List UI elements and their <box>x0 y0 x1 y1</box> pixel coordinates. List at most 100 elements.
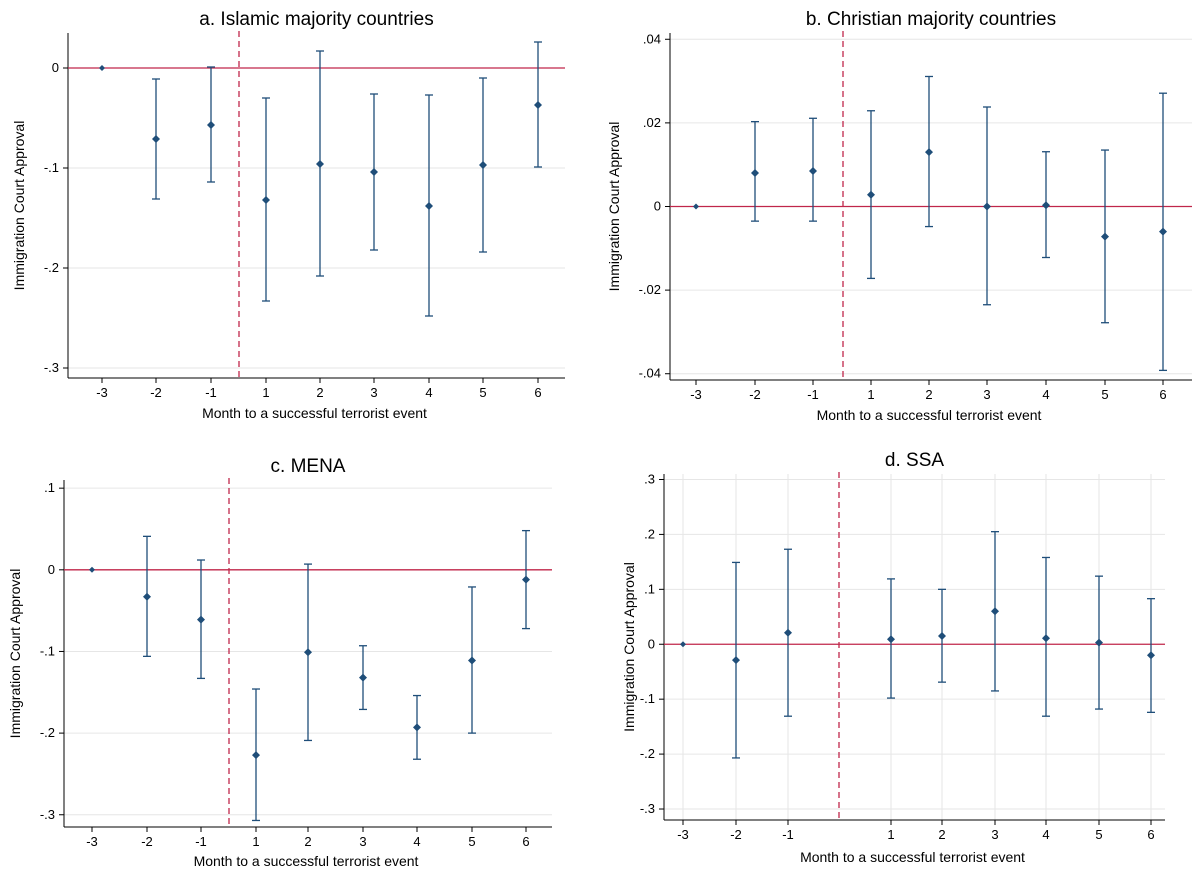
x-tick-label: 4 <box>425 385 432 400</box>
x-tick-label: 2 <box>925 387 932 402</box>
data-point <box>359 673 367 682</box>
chart-panel-1: 0 -.1 -.2 -.3 -3 -2 -1 1 2 3 4 5 6 a. Islamic majorit… <box>11 9 565 421</box>
y-tick-label: 0 <box>52 60 59 75</box>
x-tick-label: -1 <box>195 834 207 849</box>
y-tick-label: .1 <box>44 480 55 495</box>
x-axis-label: Month to a successful terrorist event <box>817 407 1042 423</box>
data-point <box>413 723 421 732</box>
data-point <box>425 202 433 210</box>
y-tick-label: -.3 <box>44 360 59 375</box>
data-point <box>693 203 699 210</box>
data-point <box>732 656 740 665</box>
data-point <box>1042 634 1050 643</box>
x-tick-label: -3 <box>96 385 108 400</box>
x-tick-label: 6 <box>1147 827 1154 842</box>
x-tick-label: -1 <box>205 385 217 400</box>
data-point <box>991 607 999 616</box>
x-tick-label: 5 <box>1095 827 1102 842</box>
data-point <box>1159 227 1167 236</box>
x-tick-label: 5 <box>479 385 486 400</box>
y-tick-label: 0 <box>48 562 55 577</box>
y-tick-label: .3 <box>644 471 655 486</box>
x-axis-label: Month to a successful terrorist event <box>202 405 427 421</box>
x-tick-label: -3 <box>677 827 689 842</box>
x-tick-label: 2 <box>304 834 311 849</box>
y-tick-label: .2 <box>644 526 655 541</box>
data-point <box>479 161 487 169</box>
x-tick-label: 2 <box>316 385 323 400</box>
x-tick-label: 1 <box>867 387 874 402</box>
data-point <box>983 202 991 211</box>
x-tick-label: 4 <box>413 834 420 849</box>
y-tick-label: .1 <box>644 581 655 596</box>
x-tick-label: 5 <box>468 834 475 849</box>
x-tick-label: 5 <box>1101 387 1108 402</box>
data-point <box>99 65 105 71</box>
chart-panel-4: .3 .2 .1 0 -.1 -.2 -.3 -3 -2 -1 1 2 3 4 5 6 d. SSA Month … <box>621 450 1165 865</box>
data-point <box>252 751 260 760</box>
y-tick-label: -.04 <box>639 366 661 381</box>
data-point <box>1147 651 1155 660</box>
x-tick-label: -3 <box>690 387 702 402</box>
x-tick-label: 3 <box>991 827 998 842</box>
data-point <box>784 628 792 637</box>
x-tick-label: 3 <box>370 385 377 400</box>
data-point <box>809 166 817 175</box>
y-tick-label: -.3 <box>40 807 55 822</box>
x-tick-label: 4 <box>1042 387 1049 402</box>
data-point <box>1095 638 1103 647</box>
data-point <box>304 648 312 657</box>
data-point <box>197 615 205 624</box>
y-axis-label: Immigration Court Approval <box>621 562 637 732</box>
x-tick-label: -2 <box>730 827 742 842</box>
x-tick-label: 4 <box>1042 827 1049 842</box>
data-point <box>262 196 270 204</box>
x-tick-label: 2 <box>938 827 945 842</box>
chart-panel-3: .1 0 -.1 -.2 -.3 -3 -2 -1 1 2 3 4 5 6 c. MENA Month to … <box>7 456 552 869</box>
y-axis-label: Immigration Court Approval <box>7 569 23 739</box>
y-tick-label: 0 <box>648 636 655 651</box>
x-axis-label: Month to a successful terrorist event <box>194 853 419 869</box>
x-tick-label: 6 <box>1159 387 1166 402</box>
data-point <box>680 641 686 648</box>
x-tick-label: 1 <box>262 385 269 400</box>
data-point <box>143 592 151 601</box>
data-point <box>207 121 215 129</box>
y-tick-label: .02 <box>643 115 661 130</box>
data-point <box>1101 232 1109 241</box>
data-point <box>522 575 530 584</box>
chart-title: b. Christian majority countries <box>806 9 1056 30</box>
x-tick-label: 1 <box>887 827 894 842</box>
data-point <box>468 656 476 665</box>
data-point <box>316 160 324 168</box>
y-axis-label: Immigration Court Approval <box>11 121 27 291</box>
x-tick-label: -1 <box>807 387 819 402</box>
y-tick-label: -.1 <box>44 160 59 175</box>
x-tick-label: 1 <box>252 834 259 849</box>
y-tick-label: -.2 <box>44 260 59 275</box>
y-axis-label: Immigration Court Approval <box>606 122 622 292</box>
y-tick-label: -.1 <box>40 643 55 658</box>
data-point <box>89 566 95 573</box>
y-tick-label: -.02 <box>639 282 661 297</box>
x-tick-label: 6 <box>522 834 529 849</box>
y-tick-label: -.2 <box>40 725 55 740</box>
x-tick-label: -2 <box>141 834 153 849</box>
chart-title: c. MENA <box>271 456 346 477</box>
chart-title: d. SSA <box>885 450 944 471</box>
x-tick-label: -2 <box>749 387 761 402</box>
x-tick-label: -3 <box>86 834 98 849</box>
data-point <box>751 169 759 178</box>
data-point <box>534 101 542 109</box>
y-tick-label: 0 <box>654 199 661 214</box>
y-tick-label: -.2 <box>640 746 655 761</box>
chart-panel-2: .04 .02 0 -.02 -.04 -3 -2 -1 1 2 3 4 5 6 b. Christian … <box>606 9 1192 423</box>
data-point <box>152 135 160 143</box>
x-tick-label: 6 <box>534 385 541 400</box>
chart-title: a. Islamic majority countries <box>199 9 433 30</box>
data-point <box>867 190 875 199</box>
y-tick-label: -.3 <box>640 801 655 816</box>
y-tick-label: .04 <box>643 31 661 46</box>
data-point <box>887 635 895 644</box>
